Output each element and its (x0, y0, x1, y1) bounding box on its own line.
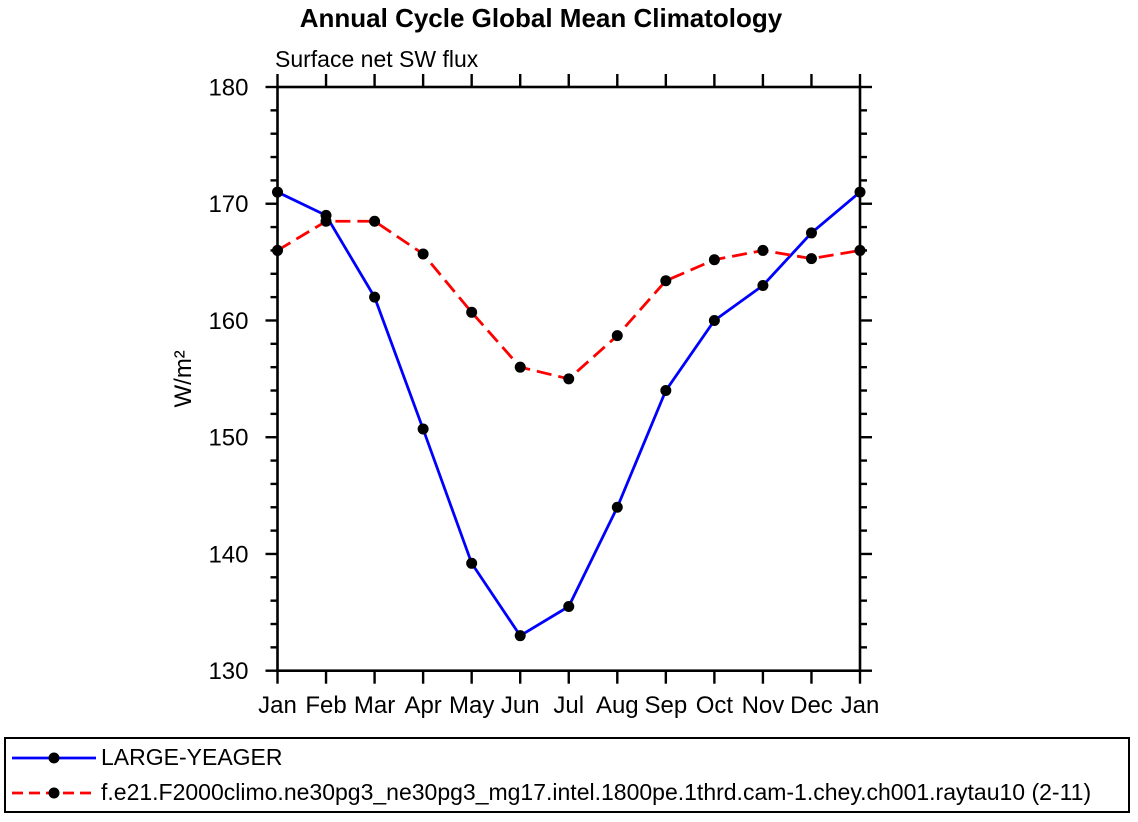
x-tick-label: Mar (354, 692, 395, 719)
data-point-marker (417, 248, 429, 260)
data-point-marker (514, 630, 526, 642)
x-tick-label: Apr (404, 692, 441, 719)
x-axis-labels: Jan Feb Mar Apr May Jun Jul Aug Sep Oct Nov Dec Jan (258, 692, 879, 719)
data-point-marker (466, 557, 478, 569)
legend-label-2: f.e21.F2000climo.ne30pg3_ne30pg3_mg17.in… (101, 779, 1092, 805)
data-point-marker (369, 291, 381, 303)
legend-sample-marker (48, 787, 60, 798)
y-tick-label: 150 (208, 425, 248, 452)
data-point-marker (611, 501, 623, 513)
legend-line-sample-blue (12, 750, 96, 766)
data-point-marker (660, 385, 672, 397)
data-point-marker (417, 423, 429, 435)
data-point-marker (611, 330, 623, 342)
x-tick-label: Nov (742, 692, 785, 719)
chart-subtitle: Surface net SW flux (275, 46, 479, 72)
x-tick-label: Feb (305, 692, 346, 719)
x-tick-label: Jun (501, 692, 540, 719)
series-line-2 (276, 219, 861, 381)
data-point-marker (563, 373, 575, 385)
legend-sample-svg (12, 752, 96, 763)
legend-label-1: LARGE-YEAGER (101, 744, 283, 770)
data-point-marker (854, 244, 866, 256)
y-tick-label: 170 (208, 191, 248, 218)
data-point-marker (660, 275, 672, 287)
data-point-marker (563, 600, 575, 612)
data-point-marker (708, 254, 720, 266)
series-line-1 (276, 190, 861, 638)
series-markers-2 (272, 215, 866, 385)
legend-sample-svg (12, 787, 96, 798)
x-axis-ticks (276, 74, 862, 684)
y-tick-label: 160 (208, 308, 248, 335)
legend-line-sample-red (12, 785, 96, 801)
y-axis-ticks (265, 85, 872, 672)
data-point-marker (708, 314, 720, 326)
data-point-marker (272, 186, 283, 198)
legend-item-2: f.e21.F2000climo.ne30pg3_ne30pg3_mg17.in… (12, 775, 1128, 810)
data-point-marker (272, 244, 283, 256)
x-tick-label: Dec (790, 692, 833, 719)
y-tick-label: 140 (208, 541, 248, 568)
chart-canvas: 130 140 150 160 170 180 Jan Feb Mar Apr May Jun Jul A… (170, 74, 879, 719)
x-tick-label: Jan (258, 692, 297, 719)
data-point-marker (757, 244, 769, 256)
legend-item-1: LARGE-YEAGER (12, 740, 1128, 775)
x-tick-label: May (449, 692, 494, 719)
x-tick-label: Aug (596, 692, 639, 719)
y-tick-label: 130 (208, 658, 248, 685)
data-point-marker (805, 253, 817, 265)
chart-title: Annual Cycle Global Mean Climatology (299, 3, 783, 33)
y-tick-label: 180 (208, 75, 248, 102)
data-point-marker (466, 306, 478, 318)
x-tick-label: Sep (644, 692, 687, 719)
data-point-marker (369, 215, 381, 227)
series-markers-1 (272, 186, 866, 642)
data-point-marker (320, 215, 332, 227)
x-tick-label: Jul (553, 692, 584, 719)
data-point-marker (854, 186, 866, 198)
x-tick-label: Oct (696, 692, 734, 719)
y-axis-title: W/m² (170, 350, 197, 407)
data-point-marker (805, 227, 817, 239)
legend-sample-marker (48, 752, 60, 763)
data-point-marker (514, 361, 526, 373)
x-tick-label: Jan (841, 692, 880, 719)
legend-box: LARGE-YEAGER f.e21.F2000climo.ne30pg3_ne… (4, 737, 1130, 813)
y-axis-labels: 130 140 150 160 170 180 (208, 75, 248, 686)
data-point-marker (757, 279, 769, 291)
